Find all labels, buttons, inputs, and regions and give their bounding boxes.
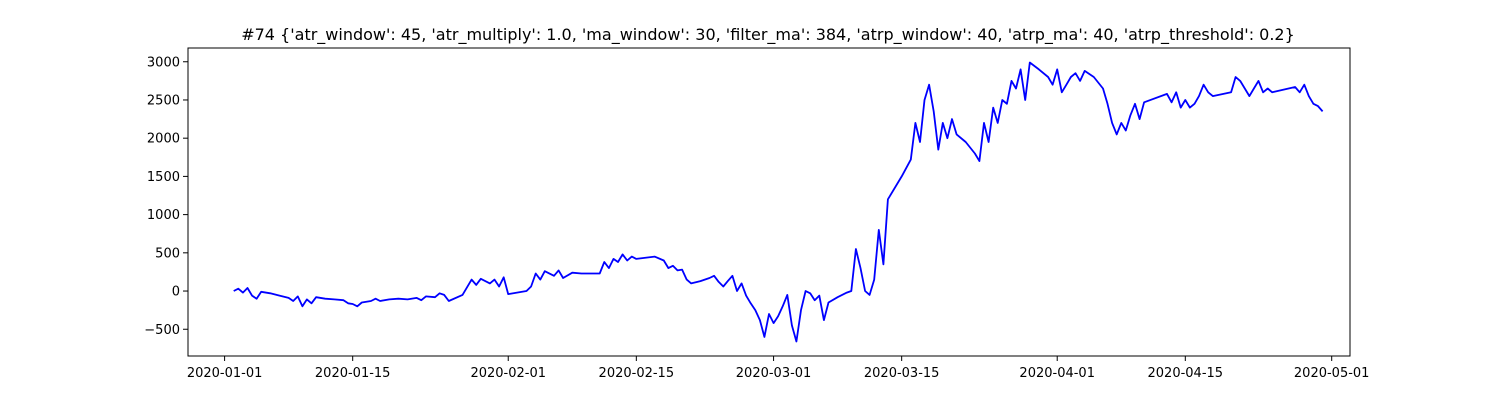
y-tick-label: 3000 (147, 55, 180, 70)
y-tick-label: 0 (172, 285, 180, 300)
x-tick-label: 2020-01-01 (187, 366, 263, 381)
x-tick-label: 2020-04-15 (1148, 366, 1224, 381)
y-tick-label: 1000 (147, 208, 180, 223)
x-tick-label: 2020-03-15 (864, 366, 940, 381)
y-tick-label: 2500 (147, 93, 180, 108)
x-tick-label: 2020-03-01 (736, 366, 812, 381)
y-tick-label: 2000 (147, 132, 180, 147)
x-tick-label: 2020-05-01 (1294, 366, 1370, 381)
x-tick-label: 2020-02-15 (599, 366, 675, 381)
y-tick-label: −500 (144, 323, 180, 338)
series-layer (233, 61, 1324, 343)
x-tick-label: 2020-01-15 (315, 366, 391, 381)
x-tick-label: 2020-04-01 (1019, 366, 1095, 381)
y-tick-label: 500 (155, 246, 180, 261)
axes: 2020-01-01 2020-01-15 2020-02-01 2020-02-15… (144, 47, 1370, 381)
series-line (233, 61, 1324, 343)
plot-frame (187, 47, 1351, 357)
chart-title: #74 {'atr_window': 45, 'atr_multiply': 1… (241, 25, 1295, 45)
y-tick-label: 1500 (147, 170, 180, 185)
x-tick-label: 2020-02-01 (470, 366, 546, 381)
